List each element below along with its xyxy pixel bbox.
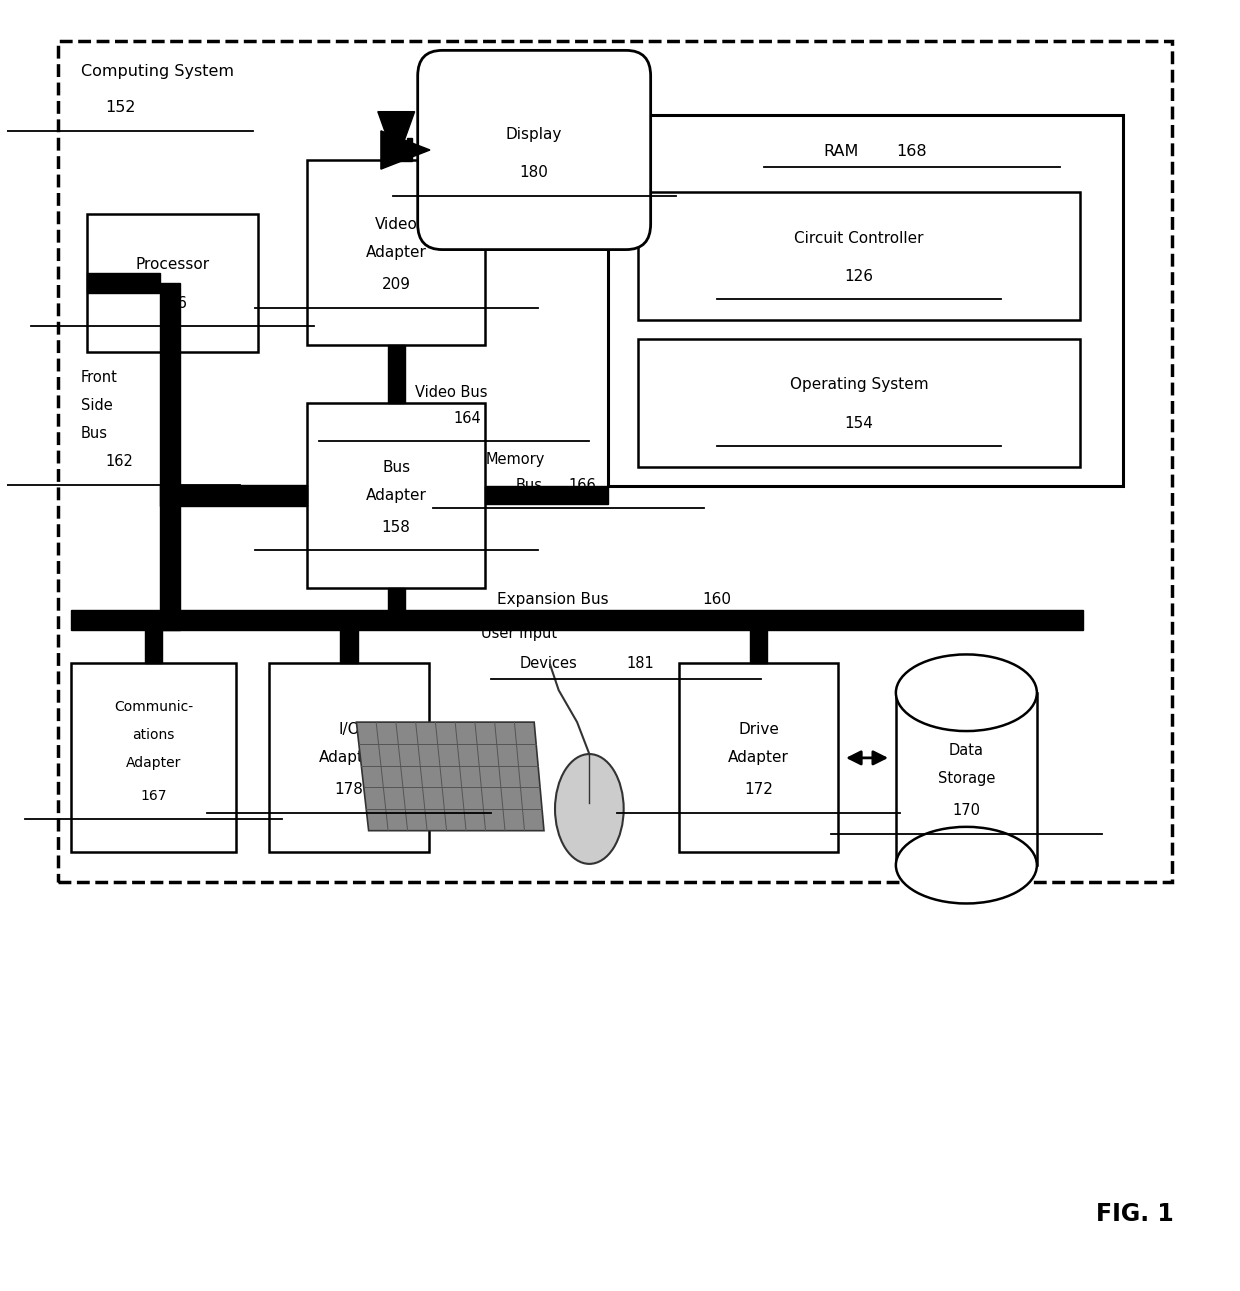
Text: 160: 160: [702, 593, 732, 607]
Text: 154: 154: [844, 416, 873, 431]
Bar: [388, 587, 404, 609]
Text: Display: Display: [506, 127, 563, 142]
FancyBboxPatch shape: [87, 214, 258, 351]
Text: Adapter: Adapter: [366, 245, 427, 261]
Text: 170: 170: [952, 803, 981, 818]
Text: Expansion Bus: Expansion Bus: [497, 593, 609, 607]
Text: 180: 180: [520, 165, 548, 181]
Text: 162: 162: [105, 454, 133, 469]
Bar: [750, 630, 768, 664]
Text: Circuit Controller: Circuit Controller: [795, 231, 924, 245]
Text: 152: 152: [105, 101, 135, 115]
Text: Front: Front: [81, 369, 118, 385]
Text: I/O: I/O: [339, 722, 360, 737]
Text: Bus: Bus: [81, 426, 108, 442]
Bar: [145, 630, 162, 664]
Text: Data: Data: [949, 744, 983, 758]
FancyBboxPatch shape: [608, 115, 1122, 485]
Text: Video Bus: Video Bus: [414, 385, 487, 400]
Text: 181: 181: [626, 656, 653, 671]
FancyBboxPatch shape: [71, 664, 237, 852]
Bar: [71, 609, 1084, 630]
Text: RAM: RAM: [823, 143, 858, 159]
Text: 167: 167: [140, 789, 166, 803]
Bar: [87, 272, 160, 293]
Text: Operating System: Operating System: [790, 377, 929, 392]
Bar: [160, 283, 180, 630]
Text: Side: Side: [81, 398, 113, 413]
Text: ations: ations: [133, 728, 175, 742]
Text: 209: 209: [382, 278, 410, 292]
Text: 178: 178: [335, 782, 363, 798]
Polygon shape: [378, 111, 414, 163]
Text: 156: 156: [157, 296, 187, 311]
Text: Computing System: Computing System: [81, 65, 233, 80]
Text: Storage: Storage: [937, 772, 994, 786]
Bar: [341, 630, 357, 664]
Text: Video: Video: [374, 217, 418, 232]
Bar: [485, 487, 608, 505]
Ellipse shape: [556, 754, 624, 864]
FancyBboxPatch shape: [678, 664, 838, 852]
Text: 166: 166: [568, 478, 596, 493]
FancyBboxPatch shape: [269, 664, 429, 852]
Text: 172: 172: [744, 782, 773, 798]
Text: 158: 158: [382, 520, 410, 534]
Polygon shape: [386, 138, 412, 161]
FancyBboxPatch shape: [895, 693, 1037, 865]
Bar: [388, 346, 404, 403]
FancyBboxPatch shape: [308, 403, 485, 587]
FancyBboxPatch shape: [639, 340, 1080, 467]
Text: Adapter: Adapter: [319, 750, 379, 766]
Text: Processor: Processor: [135, 257, 210, 272]
Text: 126: 126: [844, 269, 874, 284]
Text: Bus: Bus: [516, 478, 543, 493]
Polygon shape: [356, 722, 544, 830]
Text: User Input: User Input: [481, 626, 558, 642]
FancyBboxPatch shape: [639, 192, 1080, 320]
Text: FIG. 1: FIG. 1: [1096, 1202, 1174, 1226]
FancyBboxPatch shape: [418, 50, 651, 249]
Text: Drive: Drive: [738, 722, 779, 737]
Text: Communic-: Communic-: [114, 700, 193, 714]
Ellipse shape: [895, 655, 1037, 731]
FancyBboxPatch shape: [58, 41, 1172, 882]
Ellipse shape: [895, 826, 1037, 904]
Bar: [160, 485, 308, 506]
Text: 164: 164: [454, 411, 481, 426]
FancyBboxPatch shape: [308, 160, 485, 346]
Text: 168: 168: [897, 143, 928, 159]
Text: Adapter: Adapter: [366, 488, 427, 503]
Text: Adapter: Adapter: [728, 750, 789, 766]
Polygon shape: [381, 130, 430, 169]
Text: Devices: Devices: [520, 656, 577, 671]
Text: Memory: Memory: [486, 452, 546, 467]
Text: Adapter: Adapter: [125, 757, 181, 769]
Text: Bus: Bus: [382, 460, 410, 475]
